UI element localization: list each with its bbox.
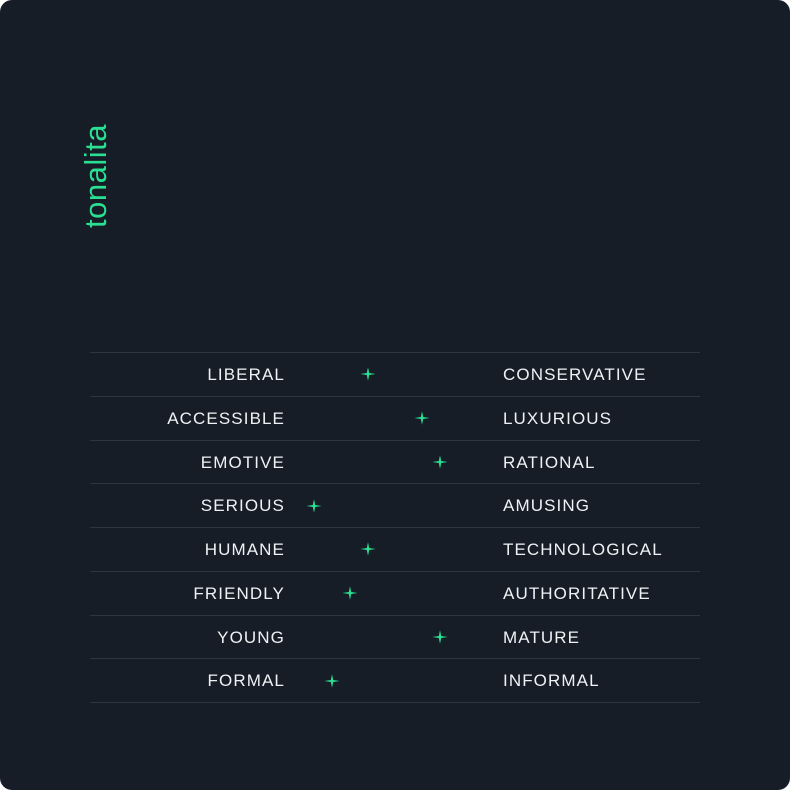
tone-row: LIBERAL CONSERVATIVE [90,352,700,396]
plus-marker-icon [360,542,376,557]
brand-logo: tonalita [78,124,113,228]
tone-row: ACCESSIBLE LUXURIOUS [90,395,700,440]
tone-right-label: RATIONAL [503,452,596,472]
tone-right-label: AMUSING [503,496,591,516]
tone-right-label: AUTHORITATIVE [503,583,651,603]
tone-left-label: SERIOUS [200,496,285,516]
tone-left-label: HUMANE [204,540,285,559]
tone-row: HUMANE TECHNOLOGICAL [90,527,700,571]
tone-right-label: MATURE [503,627,581,647]
tone-left-label: FORMAL [207,671,285,691]
tone-row: FORMAL INFORMAL [90,658,700,703]
tone-left-label: LIBERAL [207,365,285,384]
tone-right-label: INFORMAL [503,671,600,691]
tone-right-label: LUXURIOUS [503,408,613,428]
tone-right-label: TECHNOLOGICAL [503,540,663,559]
tone-left-label: EMOTIVE [200,452,285,472]
tone-row: YOUNG MATURE [90,614,700,659]
tone-left-label: ACCESSIBLE [167,408,285,428]
tone-row: SERIOUS AMUSING [90,483,700,527]
tone-right-label: CONSERVATIVE [503,365,647,384]
plus-marker-icon [342,586,358,600]
tone-row: EMOTIVE RATIONAL [90,439,700,484]
tone-scale-table: LIBERAL CONSERVATIVE ACCESSIBLE LUXURIOU… [90,352,700,703]
plus-marker-icon [414,411,430,425]
plus-marker-icon [306,498,322,513]
tone-row: FRIENDLY AUTHORITATIVE [90,570,700,615]
plus-marker-icon [432,630,448,644]
plus-marker-icon [360,367,376,382]
plus-marker-icon [324,673,340,688]
tone-left-label: YOUNG [217,627,285,647]
tone-left-label: FRIENDLY [193,583,285,603]
plus-marker-icon [432,455,448,469]
